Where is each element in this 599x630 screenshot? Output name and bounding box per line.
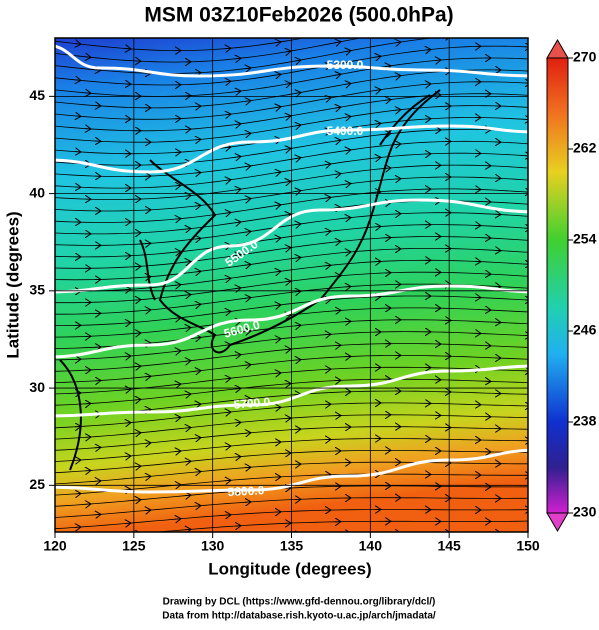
y-tick-label: 30 [29, 379, 45, 395]
x-tick-label: 150 [516, 538, 540, 554]
stream-arrow [235, 457, 241, 458]
colorbar-tick-label: 262 [573, 140, 597, 156]
stream-arrow [385, 168, 391, 169]
stream-arrow [135, 533, 141, 534]
stream-arrow [385, 32, 391, 33]
stream-arrow [175, 519, 181, 520]
credit: Drawing by DCL (https://www.gfd-dennou.o… [163, 597, 436, 608]
stream-arrow [295, 360, 301, 361]
stream-arrow [225, 446, 231, 447]
stream-arrow [285, 383, 291, 384]
stream-arrow [245, 433, 251, 434]
stream-arrow [375, 192, 381, 193]
x-tick-label: 140 [359, 538, 383, 554]
x-tick-label: 130 [201, 538, 225, 554]
stream-arrow [135, 500, 141, 501]
colorbar-tick-label: 246 [573, 322, 597, 338]
x-axis-label: Longitude (degrees) [208, 559, 371, 578]
stream-arrow [125, 489, 131, 490]
stream-arrow [145, 310, 151, 311]
stream-arrow [195, 506, 201, 507]
colorbar-tick-label: 238 [573, 413, 597, 429]
stream-arrow [135, 333, 141, 334]
colorbar-tick-label: 270 [573, 49, 597, 65]
stream-arrow [435, 60, 441, 61]
stream-arrow [125, 523, 131, 524]
stream-arrow [275, 373, 281, 374]
stream-arrow [195, 472, 201, 473]
stream-arrow [125, 456, 131, 457]
x-tick-label: 145 [437, 538, 461, 554]
y-tick-label: 25 [29, 476, 45, 492]
stream-arrow [125, 389, 131, 390]
contour-label: 5400.0 [327, 124, 364, 138]
stream-arrow [175, 219, 181, 220]
y-axis-label: Latitude (degrees) [3, 211, 22, 358]
title: MSM 03Z10Feb2026 (500.0hPa) [144, 4, 453, 27]
y-tick-label: 40 [29, 184, 45, 200]
stream-arrow [135, 366, 141, 367]
stream-arrow [395, 144, 401, 145]
stream-arrow [85, 93, 91, 94]
stream-arrow [325, 33, 331, 34]
stream-arrow [335, 276, 341, 277]
colorbar-tick-label: 230 [573, 504, 597, 520]
stream-arrow [125, 423, 131, 424]
stream-arrow [445, 36, 451, 37]
colorbar-min-arrow [547, 513, 568, 531]
stream-arrow [125, 356, 131, 357]
colorbar-tick-label: 254 [573, 231, 597, 247]
stream-arrow [345, 252, 351, 253]
colorbar [547, 58, 568, 513]
contour-label: 5300.0 [327, 58, 364, 72]
y-tick-label: 45 [29, 87, 45, 103]
y-tick-label: 35 [29, 282, 45, 298]
stream-arrow [425, 84, 431, 85]
credit: Data from http://database.rish.kyoto-u.a… [162, 611, 436, 622]
stream-arrow [145, 510, 151, 511]
stream-arrow [195, 139, 201, 140]
stream-arrow [145, 476, 151, 477]
colorbar-max-arrow [547, 40, 568, 58]
stream-arrow [185, 495, 191, 496]
stream-arrow [225, 48, 231, 49]
stream-arrow [95, 70, 101, 71]
x-tick-label: 135 [280, 538, 304, 554]
x-tick-label: 125 [122, 538, 146, 554]
x-tick-label: 120 [43, 538, 67, 554]
stream-arrow [135, 466, 141, 467]
